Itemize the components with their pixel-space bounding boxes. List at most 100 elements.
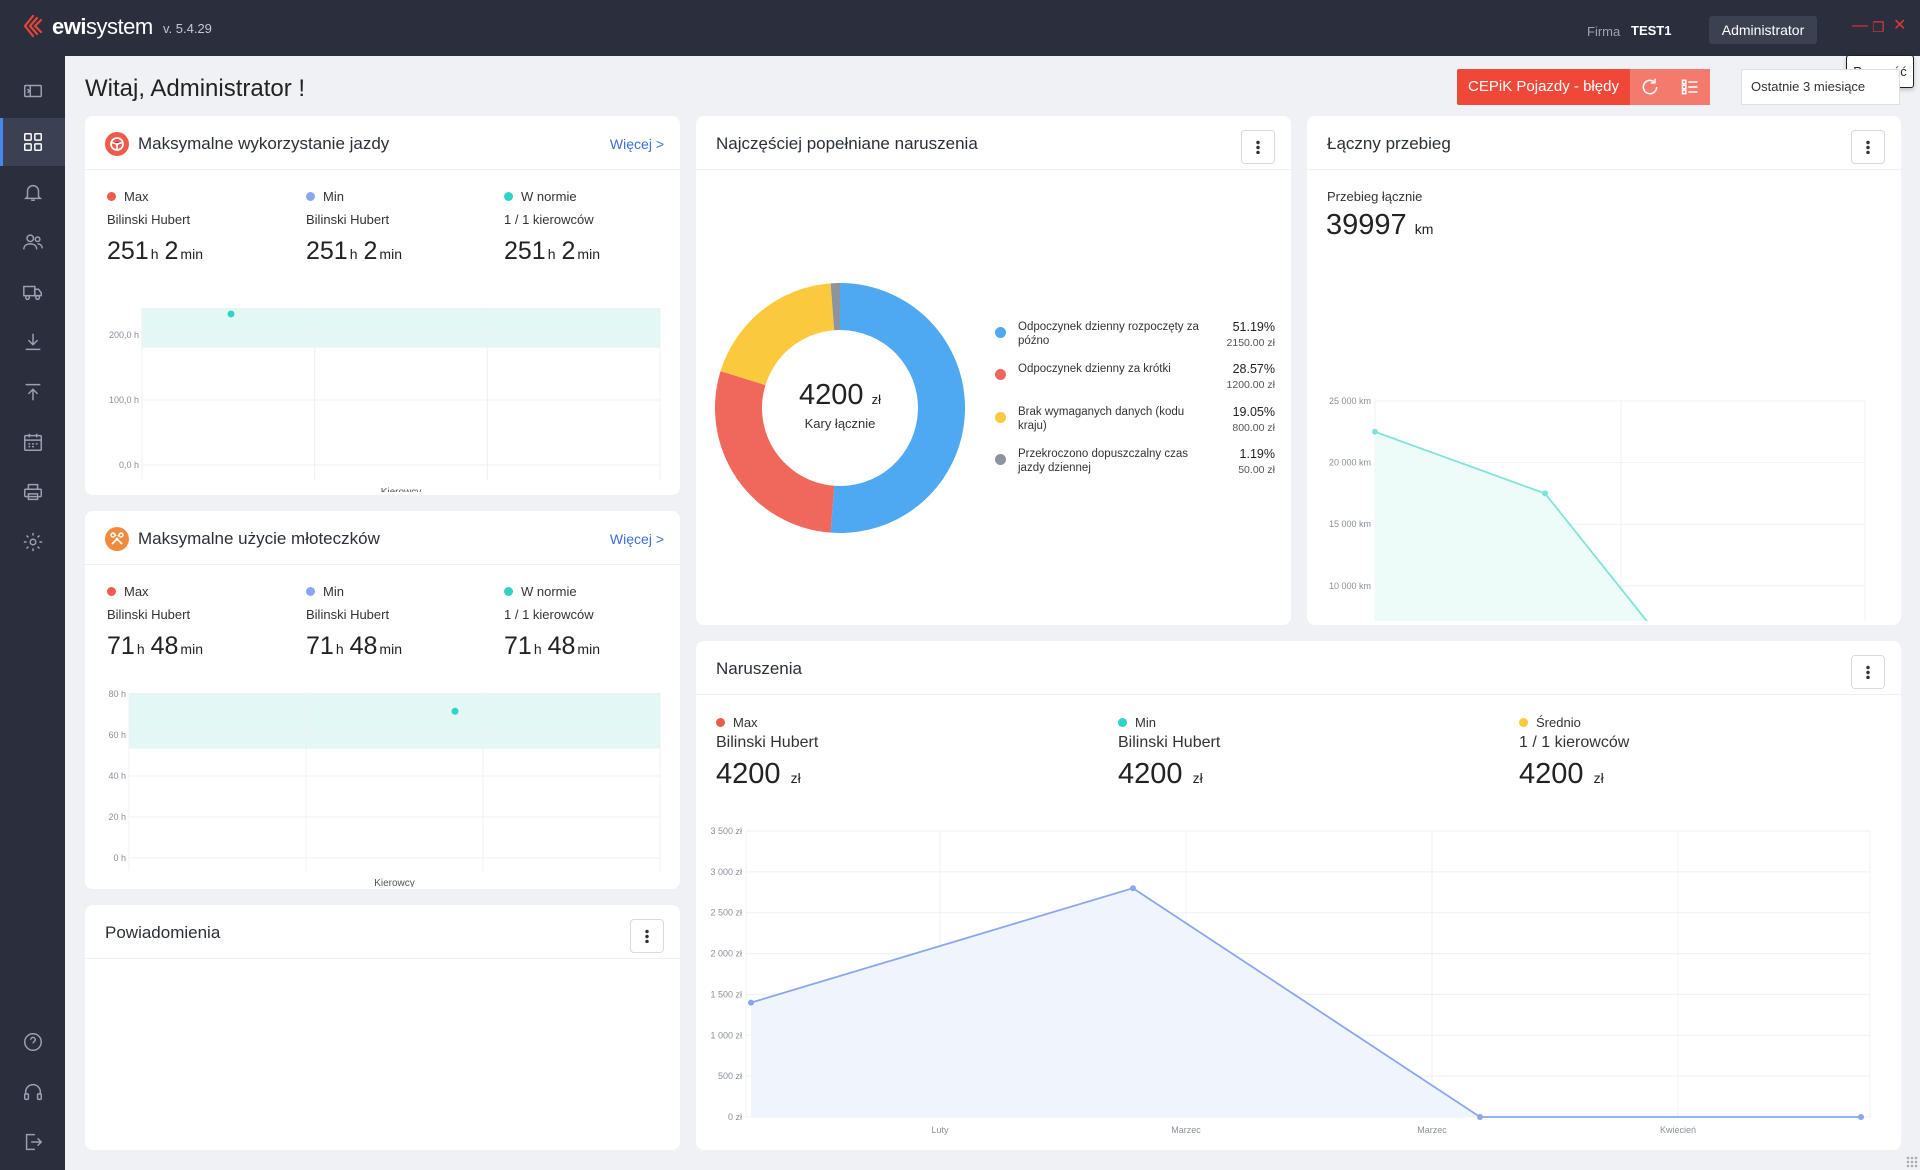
y-tick-label: 40 h bbox=[108, 771, 126, 781]
help-icon bbox=[23, 1033, 42, 1051]
donut-total: 4200 zł bbox=[799, 379, 881, 411]
stat-min: Min Bilinski Hubert 4200 zł bbox=[1118, 715, 1220, 791]
donut-total-label: Kary łącznie bbox=[804, 416, 876, 431]
card-menu-button[interactable] bbox=[1241, 130, 1275, 164]
mileage-value: 39997 km bbox=[1326, 209, 1434, 241]
data-point bbox=[1477, 1114, 1483, 1120]
kebab-icon bbox=[1866, 140, 1870, 154]
stat-name: Bilinski Hubert bbox=[716, 734, 819, 751]
refresh-icon bbox=[1642, 78, 1658, 95]
hammers-icon bbox=[105, 527, 129, 551]
refresh-button[interactable] bbox=[1630, 69, 1670, 105]
legend-dot bbox=[716, 718, 725, 727]
card-header: Maksymalne wykorzystanie jazdy Więcej > bbox=[85, 116, 680, 170]
stat-value: 251 h 2 min bbox=[306, 237, 402, 265]
sidebar-item-download[interactable] bbox=[0, 318, 65, 366]
data-point bbox=[1542, 490, 1548, 497]
stat-name: 1 / 1 kierowców bbox=[1519, 734, 1630, 751]
sidebar-item-upload[interactable] bbox=[0, 368, 65, 416]
stat-legend: W normie bbox=[521, 584, 577, 599]
mileage-label: Przebieg łącznie bbox=[1327, 189, 1423, 204]
stat-legend: Średnio bbox=[1536, 715, 1581, 730]
x-tick-label: Marzec bbox=[1171, 1125, 1201, 1135]
legend-amount: 50.00 zł bbox=[1238, 464, 1275, 476]
upload-icon bbox=[25, 383, 40, 401]
data-point bbox=[748, 999, 754, 1006]
headset-icon bbox=[23, 1084, 42, 1101]
stat-average: Średnio 1 / 1 kierowców 4200 zł bbox=[1519, 715, 1629, 791]
y-tick-label: 500 zł bbox=[718, 1071, 742, 1081]
card-notifications: Powiadomienia bbox=[85, 905, 680, 1150]
kebab-icon bbox=[1256, 140, 1260, 154]
sidebar-item-users[interactable] bbox=[0, 218, 65, 266]
legend-percent: 19.05% bbox=[1232, 405, 1275, 419]
sidebar-item-calendar[interactable] bbox=[0, 418, 65, 466]
y-tick-label: 10 000 km bbox=[1329, 581, 1371, 591]
minimize-icon[interactable]: — bbox=[1852, 17, 1868, 34]
legend-label: Brak wymaganych danych (kodu kraju) bbox=[1018, 406, 1185, 432]
stat-norm: W normie 1 / 1 kierowców 71 h 48 min bbox=[504, 584, 606, 661]
legend-dot bbox=[306, 192, 315, 201]
stat-legend: Max bbox=[124, 584, 149, 599]
sidebar-item-logout[interactable] bbox=[0, 1118, 65, 1166]
firma-value: TEST1 bbox=[1631, 23, 1672, 38]
user-menu-button[interactable]: Administrator bbox=[1709, 16, 1817, 44]
close-icon[interactable]: ✕ bbox=[1893, 17, 1907, 34]
donut-slice bbox=[830, 283, 840, 331]
cepik-errors-button[interactable]: CEPiK Pojazdy - błędy bbox=[1457, 69, 1630, 105]
legend-percent: 51.19% bbox=[1232, 320, 1275, 334]
date-range-select[interactable]: Ostatnie 3 miesiące bbox=[1741, 69, 1900, 105]
logo-mark-icon bbox=[23, 14, 43, 38]
sidebar-item-print[interactable] bbox=[0, 468, 65, 516]
more-link[interactable]: Więcej > bbox=[609, 531, 664, 547]
data-point bbox=[227, 310, 235, 318]
card-title: Maksymalne wykorzystanie jazdy bbox=[138, 134, 390, 153]
list-button[interactable] bbox=[1670, 69, 1710, 105]
stat-max: Max Bilinski Hubert 71 h 48 min bbox=[107, 584, 209, 661]
card-total-mileage: Łączny przebieg Przebieg łącznie 39997 k… bbox=[1307, 116, 1901, 625]
legend-label: Odpoczynek dzienny za krótki bbox=[1018, 363, 1171, 375]
gear-icon bbox=[23, 532, 42, 552]
violations-chart: 3 500 zł 3 000 zł 2 500 zł 2 000 zł 1 500 zł… bbox=[710, 826, 1871, 1135]
sidebar-item-settings[interactable] bbox=[0, 518, 65, 566]
card-menu-button[interactable] bbox=[1851, 655, 1885, 689]
restore-icon[interactable]: ❐ bbox=[1872, 19, 1885, 35]
driving-chart: 200,0 h 100,0 h 0,0 h Kierowcy bbox=[109, 308, 661, 492]
stat-value: 71 h 48 min bbox=[107, 632, 203, 660]
y-tick-label: 1 000 zł bbox=[710, 1030, 742, 1040]
card-header: Łączny przebieg bbox=[1307, 116, 1901, 170]
y-tick-label: 60 h bbox=[108, 730, 126, 740]
more-link[interactable]: Więcej > bbox=[609, 136, 664, 152]
card-hammer-usage: Maksymalne użycie młoteczków Więcej > Ma… bbox=[85, 511, 680, 889]
hammer-chart: 80 h 60 h 40 h 20 h 0 h Kierowcy bbox=[108, 689, 661, 887]
card-menu-button[interactable] bbox=[630, 919, 664, 953]
page-title: Witaj, Administrator ! bbox=[85, 75, 306, 102]
resize-grip-icon[interactable] bbox=[1906, 1156, 1918, 1168]
stat-legend: Max bbox=[733, 715, 758, 730]
y-tick-label: 15 000 km bbox=[1329, 519, 1371, 529]
donut-slice bbox=[830, 283, 965, 533]
sidebar-item-support[interactable] bbox=[0, 1068, 65, 1116]
legend-amount: 2150.00 zł bbox=[1226, 337, 1275, 349]
data-point bbox=[1130, 885, 1136, 892]
sidebar-item-vehicles[interactable] bbox=[0, 268, 65, 316]
sidebar-item-dashboard[interactable] bbox=[0, 118, 65, 166]
kebab-icon bbox=[1866, 665, 1870, 679]
legend-dot bbox=[107, 587, 116, 596]
stat-value: 4200 zł bbox=[1118, 758, 1203, 790]
truck-icon bbox=[22, 285, 42, 301]
legend-dot bbox=[995, 454, 1006, 465]
sidebar-toggle[interactable] bbox=[0, 67, 65, 115]
card-menu-button[interactable] bbox=[1851, 130, 1885, 164]
sidebar-item-help[interactable] bbox=[0, 1018, 65, 1066]
stat-name: Bilinski Hubert bbox=[107, 212, 191, 227]
sidebar-item-notifications[interactable] bbox=[0, 168, 65, 216]
legend-amount: 1200.00 zł bbox=[1226, 379, 1275, 391]
y-tick-label: 1 500 zł bbox=[710, 989, 742, 999]
stat-max: Max Bilinski Hubert 251 h 2 min bbox=[107, 189, 209, 266]
y-tick-label: 20 h bbox=[108, 812, 126, 822]
card-driving-usage: Maksymalne wykorzystanie jazdy Więcej > … bbox=[85, 116, 680, 495]
stat-name: Bilinski Hubert bbox=[107, 607, 191, 622]
cepik-alert-group: CEPiK Pojazdy - błędy bbox=[1457, 69, 1710, 105]
firma-label: Firma bbox=[1587, 24, 1621, 39]
